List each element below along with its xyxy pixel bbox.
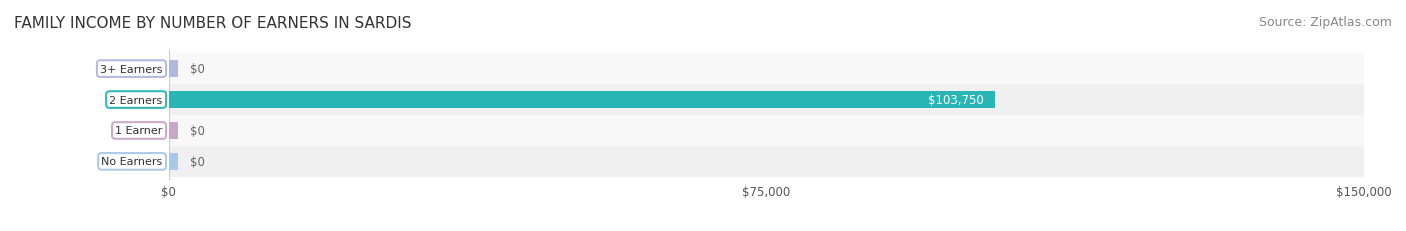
Bar — [169, 54, 1364, 85]
Text: 2 Earners: 2 Earners — [110, 95, 163, 105]
Bar — [169, 61, 179, 78]
Text: $0: $0 — [190, 125, 205, 137]
Bar — [169, 146, 1364, 177]
Bar — [169, 92, 995, 109]
Text: 1 Earner: 1 Earner — [115, 126, 163, 136]
Bar — [169, 85, 1364, 116]
Text: Source: ZipAtlas.com: Source: ZipAtlas.com — [1258, 16, 1392, 29]
Text: FAMILY INCOME BY NUMBER OF EARNERS IN SARDIS: FAMILY INCOME BY NUMBER OF EARNERS IN SA… — [14, 16, 412, 31]
Text: $103,750: $103,750 — [928, 94, 983, 106]
Bar — [169, 153, 179, 170]
Text: 3+ Earners: 3+ Earners — [100, 64, 163, 74]
Text: No Earners: No Earners — [101, 157, 163, 167]
Text: $0: $0 — [190, 155, 205, 168]
Text: $0: $0 — [190, 63, 205, 76]
Bar — [169, 116, 1364, 146]
Bar — [169, 122, 179, 139]
